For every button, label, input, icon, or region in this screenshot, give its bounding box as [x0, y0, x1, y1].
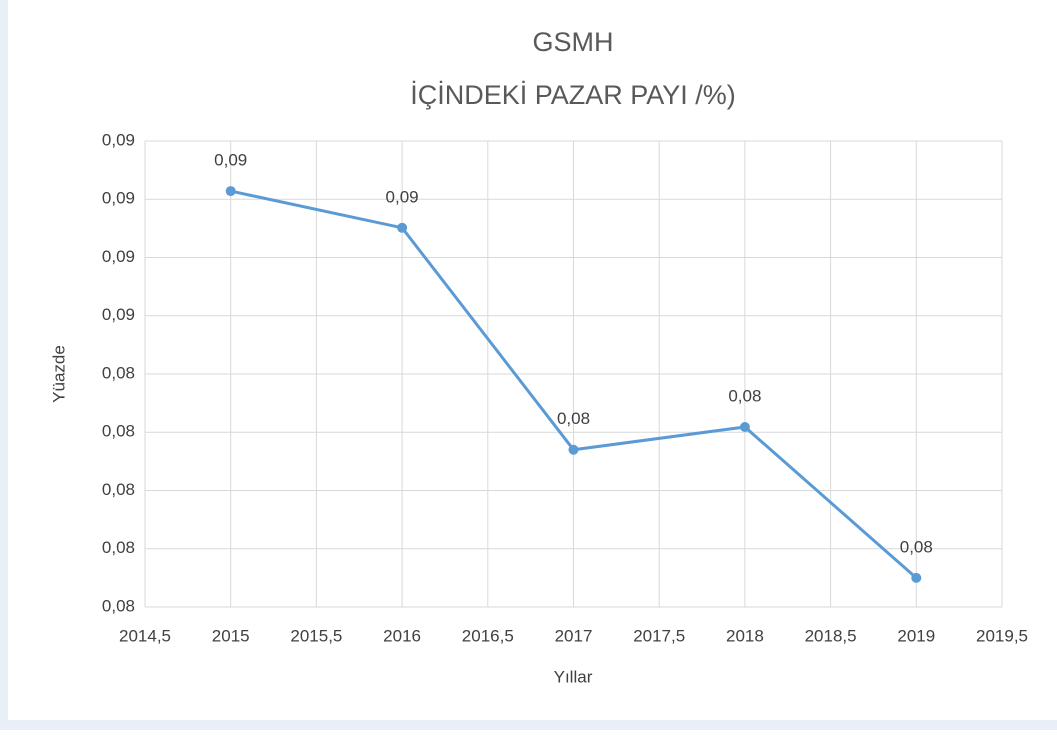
x-tick-label: 2019,5: [976, 626, 1028, 645]
data-label: 0,09: [386, 187, 419, 206]
marker: [911, 572, 922, 583]
marker: [568, 444, 579, 455]
x-tick-label: 2015: [212, 626, 250, 645]
chart-area: [8, 0, 1057, 720]
x-tick-label: 2016: [383, 626, 421, 645]
data-label: 0,08: [900, 537, 933, 556]
y-tick-label: 0,09: [102, 247, 135, 266]
data-label: 0,08: [557, 409, 590, 428]
y-tick-label: 0,08: [102, 538, 135, 557]
x-tick-label: 2019: [897, 626, 935, 645]
x-tick-label: 2018,5: [805, 626, 857, 645]
y-tick-label: 0,09: [102, 189, 135, 208]
marker: [739, 422, 750, 433]
y-tick-label: 0,09: [102, 130, 135, 149]
y-tick-label: 0,08: [102, 422, 135, 441]
chart-title: GSMH: [533, 27, 614, 57]
data-label: 0,08: [728, 386, 761, 405]
y-tick-label: 0,08: [102, 363, 135, 382]
chart-title: İÇİNDEKİ PAZAR PAYI /%): [410, 79, 736, 110]
x-tick-label: 2016,5: [462, 626, 514, 645]
y-axis-title: Yüazde: [49, 345, 68, 403]
x-tick-label: 2015,5: [290, 626, 342, 645]
x-tick-label: 2014,5: [119, 626, 171, 645]
y-tick-label: 0,08: [102, 480, 135, 499]
x-axis-title: Yıllar: [554, 667, 593, 686]
y-tick-label: 0,08: [102, 596, 135, 615]
x-tick-label: 2017: [555, 626, 593, 645]
y-tick-label: 0,09: [102, 305, 135, 324]
x-tick-label: 2018: [726, 626, 764, 645]
x-tick-label: 2017,5: [633, 626, 685, 645]
data-label: 0,09: [214, 151, 247, 170]
marker: [225, 186, 236, 197]
marker: [397, 222, 408, 233]
